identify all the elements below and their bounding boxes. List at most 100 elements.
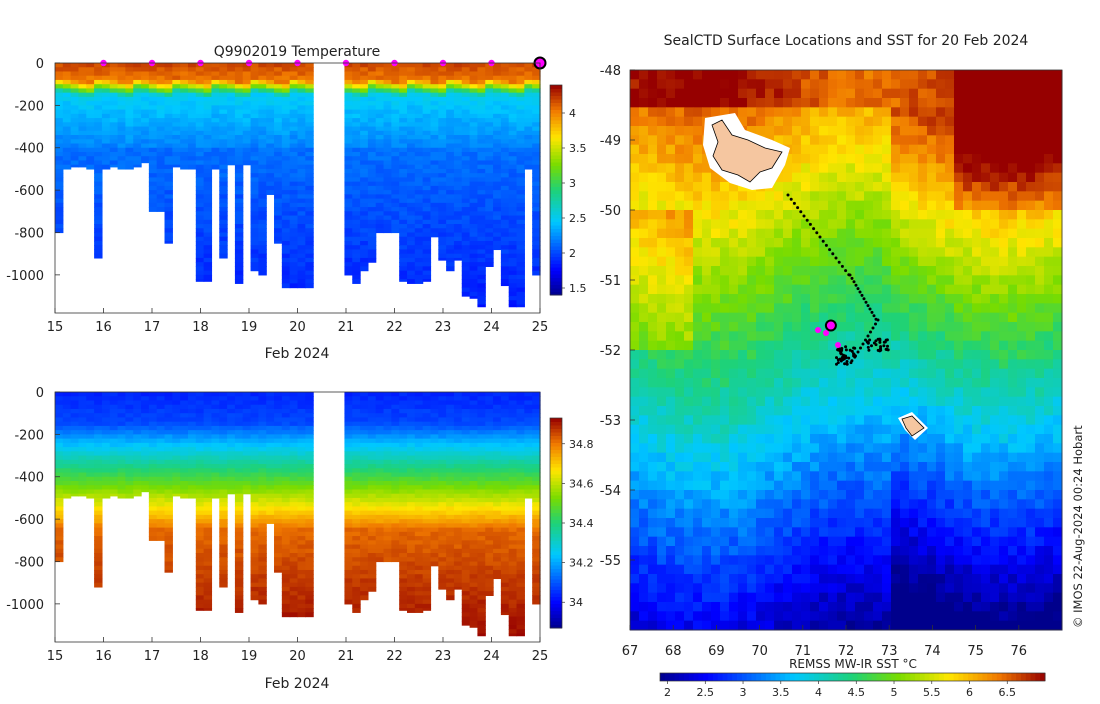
profile-cell — [149, 93, 157, 98]
profile-cell — [290, 536, 298, 541]
profile-cell — [235, 540, 243, 545]
profile-cell — [399, 553, 407, 558]
profile-cell — [188, 409, 196, 414]
profile-cell — [423, 199, 431, 204]
profile-cell — [462, 76, 470, 81]
profile-cell — [368, 473, 376, 478]
profile-cell — [125, 84, 133, 89]
profile-cell — [524, 460, 532, 465]
profile-cell — [477, 477, 485, 482]
profile-cell — [477, 194, 485, 199]
profile-cell — [454, 456, 462, 461]
profile-cell — [298, 456, 306, 461]
profile-cell — [438, 532, 446, 537]
profile-cell — [524, 405, 532, 410]
profile-cell — [235, 600, 243, 605]
profile-cell — [430, 186, 438, 191]
profile-cell — [344, 131, 352, 136]
profile-cell — [227, 473, 235, 478]
profile-cell — [71, 88, 79, 93]
profile-cell — [344, 186, 352, 191]
profile-cell — [376, 194, 384, 199]
profile-cell — [165, 549, 173, 554]
profile-cell — [86, 71, 94, 76]
profile-cell — [125, 127, 133, 132]
profile-cell — [509, 211, 517, 216]
profile-cell — [211, 481, 219, 486]
profile-cell — [532, 430, 540, 435]
profile-cell — [368, 460, 376, 465]
profile-cell — [524, 144, 532, 149]
profile-cell — [384, 76, 392, 81]
profile-cell — [399, 76, 407, 81]
profile-cell — [274, 71, 282, 76]
profile-cell — [415, 105, 423, 110]
profile-cell — [438, 169, 446, 174]
profile-cell — [415, 266, 423, 271]
profile-cell — [352, 271, 360, 276]
colorbar-swatch — [550, 611, 562, 615]
profile-cell — [446, 110, 454, 115]
profile-cell — [493, 131, 501, 136]
profile-cell — [430, 114, 438, 119]
profile-cell — [532, 118, 540, 123]
profile-cell — [399, 279, 407, 282]
profile-cell — [462, 439, 470, 444]
profile-cell — [141, 443, 149, 448]
profile-cell — [204, 207, 212, 212]
profile-cell — [282, 144, 290, 149]
profile-cell — [290, 262, 298, 267]
profile-cell — [235, 489, 243, 494]
profile-cell — [470, 262, 478, 267]
colorbar-swatch — [550, 530, 562, 534]
profile-cell — [94, 148, 102, 153]
profile-cell — [125, 409, 133, 414]
profile-cell — [438, 587, 446, 590]
profile-cell — [532, 127, 540, 132]
profile-cell — [368, 88, 376, 93]
profile-cell — [290, 473, 298, 478]
profile-cell — [282, 152, 290, 157]
profile-cell — [415, 566, 423, 571]
profile-cell — [305, 275, 313, 280]
profile-cell — [180, 451, 188, 456]
profile-cell — [219, 63, 227, 68]
profile-cell — [509, 481, 517, 486]
profile-cell — [415, 152, 423, 157]
profile-cell — [438, 447, 446, 452]
profile-cell — [477, 67, 485, 72]
profile-cell — [86, 97, 94, 102]
profile-cell — [94, 152, 102, 157]
profile-cell — [157, 110, 165, 115]
profile-cell — [274, 135, 282, 140]
profile-cell — [493, 105, 501, 110]
profile-cell — [462, 160, 470, 165]
profile-cell — [258, 417, 266, 422]
profile-cell — [305, 105, 313, 110]
profile-cell — [430, 135, 438, 140]
profile-cell — [344, 207, 352, 212]
profile-cell — [376, 413, 384, 418]
profile-cell — [407, 131, 415, 136]
profile-cell — [384, 434, 392, 439]
profile-cell — [360, 76, 368, 81]
profile-cell — [133, 71, 141, 76]
profile-cell — [188, 405, 196, 410]
profile-cell — [454, 177, 462, 182]
profile-cell — [493, 417, 501, 422]
profile-cell — [454, 583, 462, 588]
profile-cell — [274, 392, 282, 397]
profile-cell — [368, 101, 376, 106]
profile-cell — [344, 194, 352, 199]
profile-cell — [517, 434, 525, 439]
profile-cell — [305, 194, 313, 199]
profile-cell — [352, 207, 360, 212]
profile-cell — [477, 519, 485, 524]
profile-cell — [71, 135, 79, 140]
colorbar-swatch — [550, 548, 562, 552]
profile-cell — [438, 88, 446, 93]
profile-cell — [352, 160, 360, 165]
profile-cell — [71, 447, 79, 452]
profile-cell — [524, 114, 532, 119]
